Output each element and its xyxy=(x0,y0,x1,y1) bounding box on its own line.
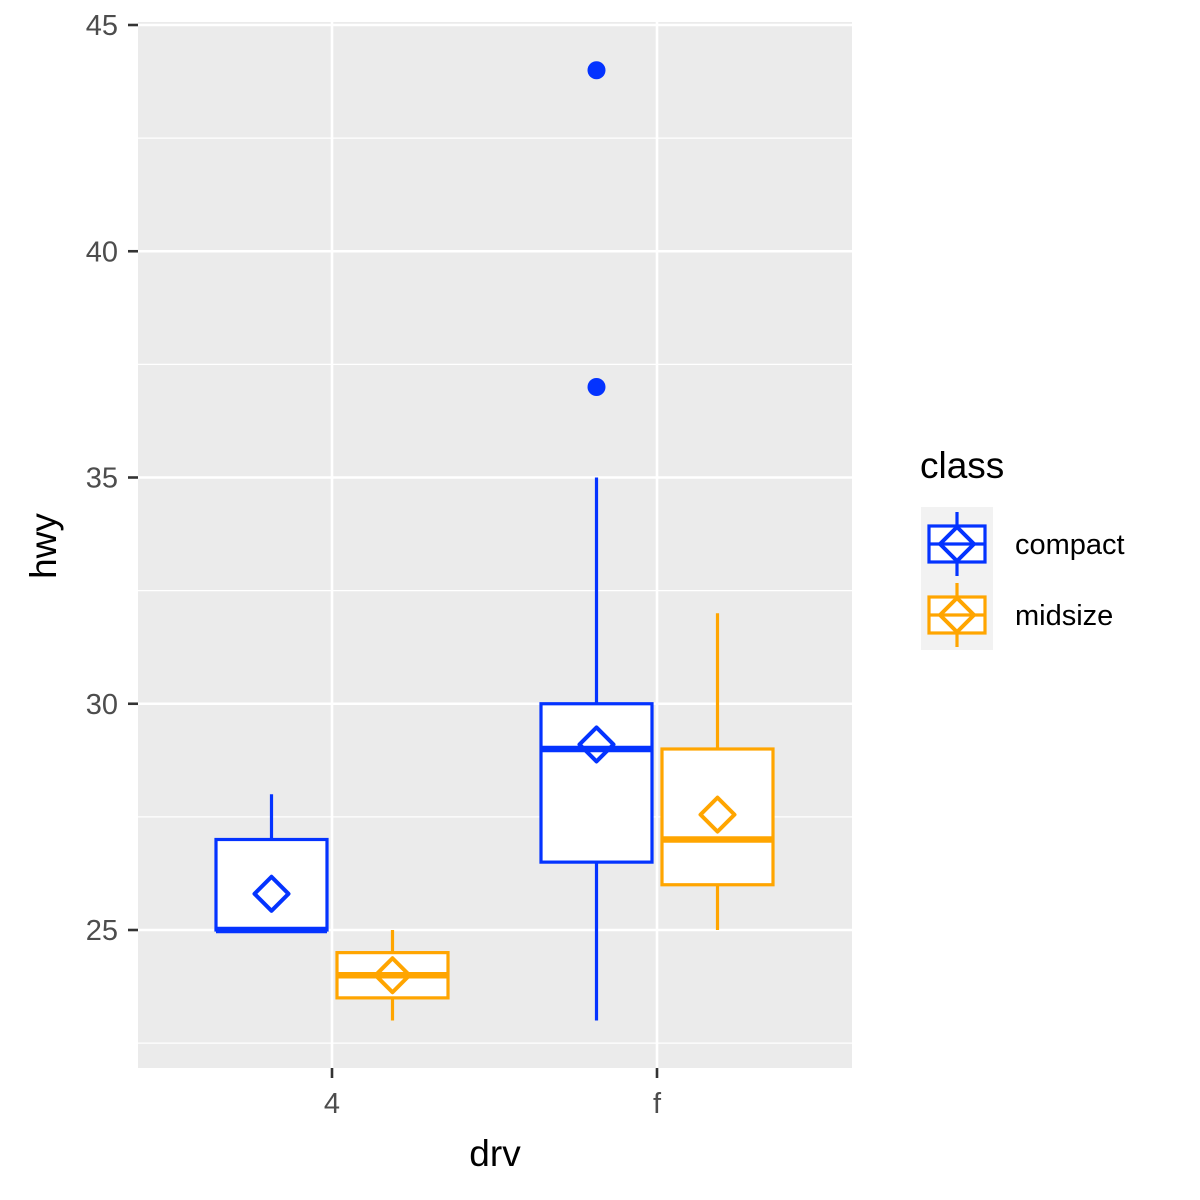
legend-item-compact: compact xyxy=(927,512,1125,576)
mean-diamond-icon xyxy=(252,874,291,913)
y-axis-title: hwy xyxy=(23,513,64,579)
y-tick-label: 40 xyxy=(86,236,118,268)
y-tick-label: 30 xyxy=(86,689,118,721)
x-axis-title: drv xyxy=(469,1133,521,1174)
outlier-point xyxy=(587,378,606,396)
legend-label: compact xyxy=(1015,529,1125,561)
x-tick-label: f xyxy=(653,1088,662,1120)
box-iqr xyxy=(214,837,329,932)
legend-label: midsize xyxy=(1015,600,1113,632)
y-tick-label: 25 xyxy=(86,915,118,947)
legend-title: class xyxy=(920,445,1004,486)
mean-diamond-icon xyxy=(698,795,737,834)
major-gridlines xyxy=(138,22,852,1068)
box-compact-4 xyxy=(214,794,329,934)
box-iqr xyxy=(660,747,775,887)
legend-item-midsize: midsize xyxy=(927,583,1113,647)
outlier-point xyxy=(587,61,606,80)
box-midsize-f xyxy=(660,613,775,930)
y-tick-label: 45 xyxy=(86,10,118,42)
box-midsize-4 xyxy=(335,930,450,1021)
minor-gridlines xyxy=(138,137,852,1044)
y-axis: 25 30 35 40 45 xyxy=(86,10,138,947)
y-tick-label: 35 xyxy=(86,463,118,495)
box-compact-f xyxy=(539,61,654,1021)
mean-diamond-icon xyxy=(577,725,616,764)
mean-diamond-icon xyxy=(373,956,412,995)
boxplot-series xyxy=(214,61,775,1021)
legend-diamond-icon xyxy=(938,525,976,563)
legend-diamond-icon xyxy=(938,596,976,634)
x-tick-label: 4 xyxy=(324,1088,340,1120)
legend: class compact midsize xyxy=(920,445,1125,650)
